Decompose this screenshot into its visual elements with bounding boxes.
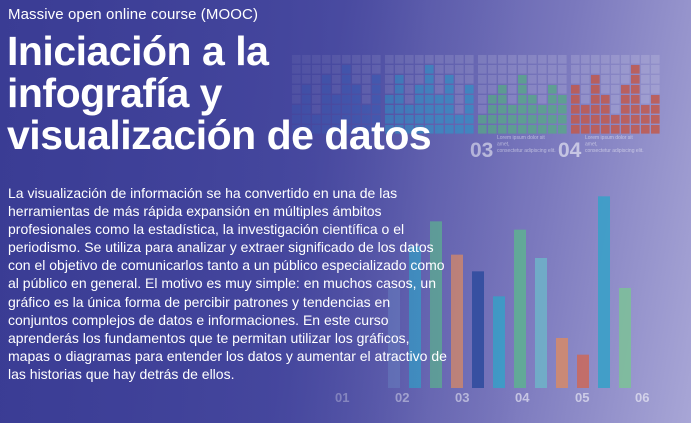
course-description: La visualización de información se ha co…	[8, 185, 447, 382]
course-type-label: Massive open online course (MOOC)	[8, 6, 259, 23]
title-line: Iniciación a la	[7, 28, 269, 74]
title-line: infografía y	[7, 70, 222, 116]
title-line: visualización de datos	[7, 112, 432, 158]
course-title: Iniciación a la infografía y visualizaci…	[7, 30, 467, 156]
